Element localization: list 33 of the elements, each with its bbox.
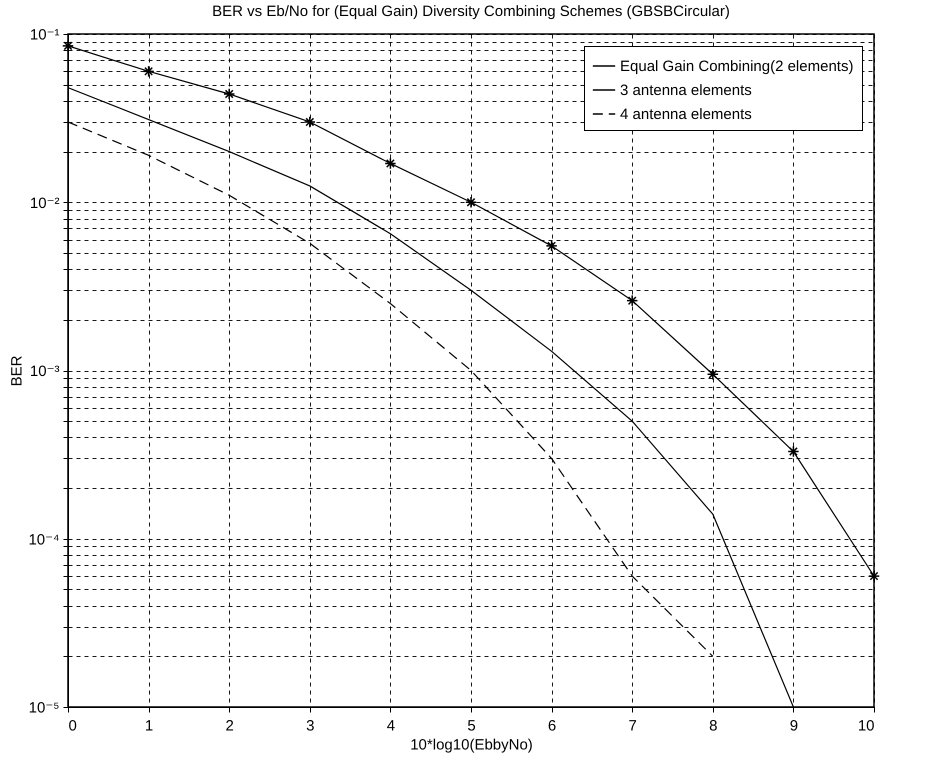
y-axis-title: BER	[8, 355, 26, 386]
legend-label: 3 antenna elements	[620, 82, 752, 99]
x-tick-label: 9	[790, 718, 798, 734]
point	[223, 88, 236, 100]
y-tick-label: 10⁻³	[30, 363, 60, 380]
x-tick-label: 0	[68, 718, 77, 734]
y-tick-label: 10⁻¹	[30, 26, 60, 44]
point	[384, 157, 396, 170]
x-tick-label: 8	[709, 718, 718, 734]
point	[465, 196, 477, 208]
point	[142, 65, 155, 78]
point	[626, 294, 638, 307]
legend-label: 4 antenna elements	[620, 106, 752, 123]
x-tick-label: 4	[386, 718, 396, 734]
point	[706, 368, 719, 380]
x-tick-label: 2	[226, 718, 234, 734]
point	[868, 570, 880, 582]
chart-title: BER vs Eb/No for (Equal Gain) Diversity Combining Schemes (GBSBCircular)	[212, 3, 730, 20]
point	[787, 446, 800, 458]
point	[546, 240, 558, 252]
x-tick-label: 5	[467, 718, 476, 734]
legend-label: Equal Gain Combining(2 elements)	[620, 58, 854, 75]
x-tick-label: 3	[306, 718, 314, 734]
x-tick-label: 7	[628, 718, 637, 734]
x-tick-label: 6	[548, 718, 556, 734]
y-tick-label: 10⁻⁵	[28, 700, 60, 716]
x-tick-label: 10	[858, 718, 874, 734]
y-tick-label: 10⁻²	[30, 194, 60, 212]
point	[62, 40, 74, 52]
x-axis-title: 10*log10(EbbyNo)	[410, 736, 533, 754]
x-tick-label: 1	[144, 718, 154, 734]
point	[304, 116, 316, 128]
y-tick-label: 10⁻⁴	[28, 531, 60, 548]
